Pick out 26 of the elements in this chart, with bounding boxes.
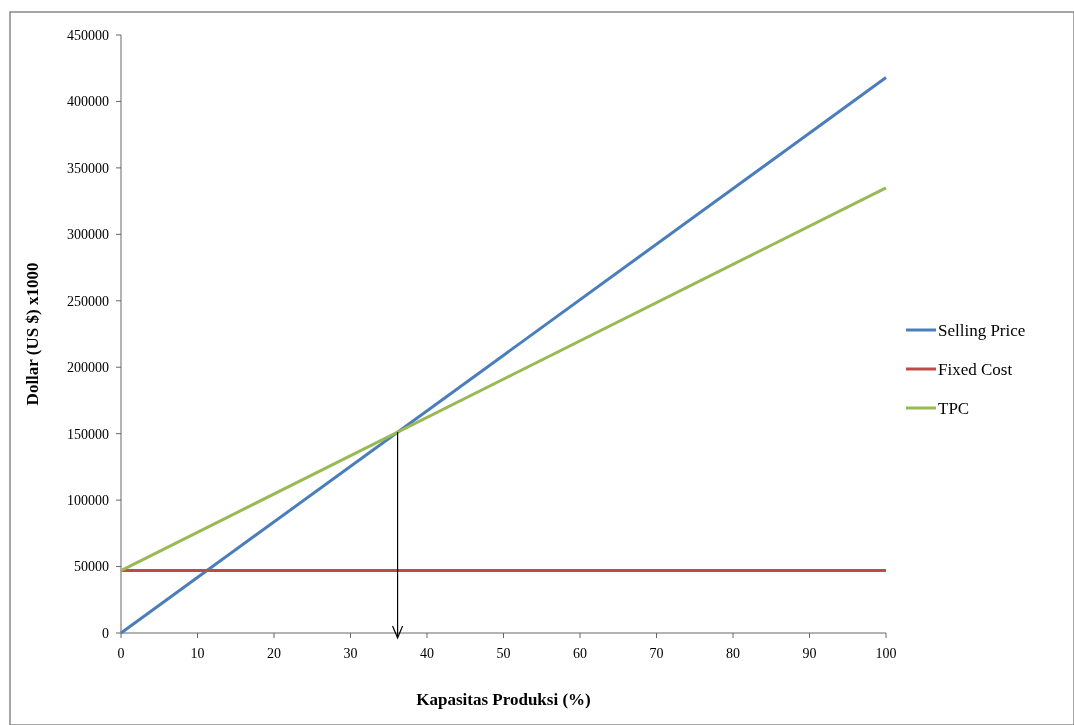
y-tick-label: 400000 [67,94,109,110]
x-tick-label: 0 [117,646,125,661]
x-tick-label: 20 [267,646,281,661]
y-tick-label: 50000 [74,559,109,575]
y-axis-title: Dollar (US $) x1000 [23,262,42,406]
y-tick-label: 0 [102,625,109,641]
x-tick-label: 40 [420,646,434,661]
y-tick-label: 450000 [67,27,109,43]
x-tick-label: 90 [802,646,817,661]
legend-label: Fixed Cost [938,359,1013,379]
x-tick-label: 30 [343,646,358,661]
x-axis-title: Kapasitas Produksi (%) [416,690,591,709]
x-tick-label: 70 [649,646,664,661]
y-tick-label: 350000 [67,160,109,176]
x-tick-label: 60 [573,646,587,661]
y-tick-label: 250000 [67,293,109,309]
y-tick-label: 150000 [67,426,109,442]
legend-label: TPC [938,398,970,418]
y-tick-label: 100000 [67,493,109,509]
x-tick-label: 50 [496,646,511,661]
y-tick-label: 200000 [67,360,109,376]
x-tick-label: 100 [875,646,897,661]
x-tick-label: 80 [726,646,740,661]
y-tick-label: 300000 [67,227,109,243]
legend-label: Selling Price [938,320,1026,340]
x-tick-label: 10 [190,646,205,661]
